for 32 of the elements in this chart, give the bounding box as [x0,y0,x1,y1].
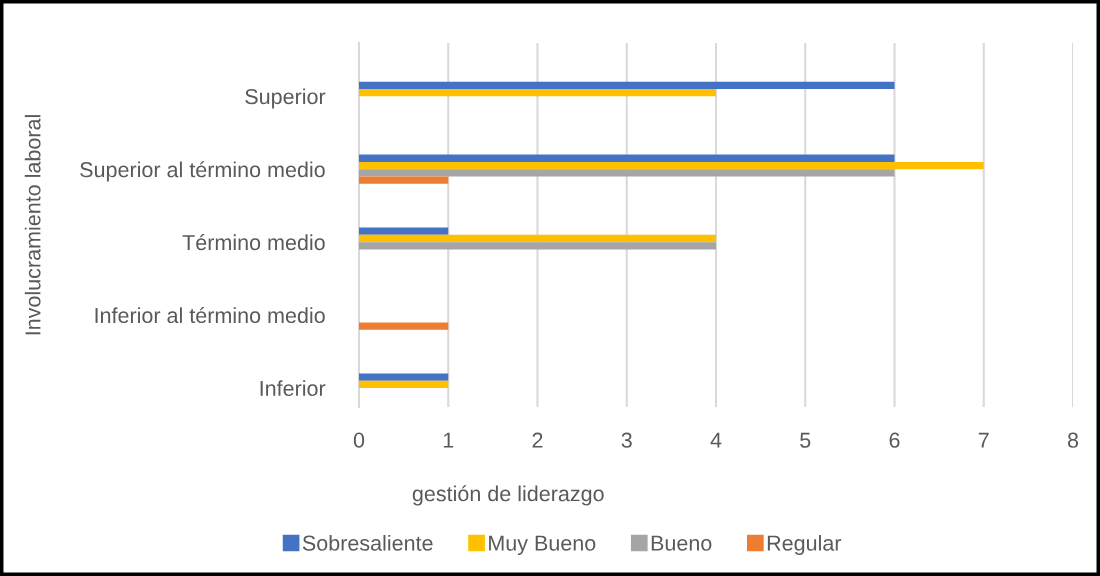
bar [359,169,895,177]
bar [359,227,449,235]
bar [359,234,716,243]
bar [359,322,449,330]
y-axis-title: Involucramiento laboral [24,115,41,335]
x-tick-label: 7 [978,432,989,448]
bar [359,176,449,184]
y-tick-label: Inferior al término medio [95,307,325,324]
bar [359,161,984,170]
bar [359,88,716,97]
x-axis-title: gestión de liderazgo [412,485,604,506]
x-tick-label: 5 [800,432,811,448]
bar [359,154,895,162]
y-tick-label: Inferior [260,380,326,397]
x-tick-label: 3 [621,432,632,448]
x-tick-label: 2 [532,432,543,448]
x-tick-label: 4 [710,432,722,448]
legend-label: Muy Bueno [489,535,596,556]
y-tick-label: Término medio [182,234,325,251]
bar [359,380,449,389]
bar [359,81,895,89]
legend-label: Regular [767,534,842,556]
bar [359,373,449,381]
legend-label: Bueno [651,535,712,551]
bar [359,242,716,250]
x-tick-label: 8 [1067,432,1079,448]
y-tick-label: Superior [245,88,326,109]
x-tick-label: 6 [889,432,900,448]
x-tick-label: 1 [443,432,454,448]
x-tick-label: 0 [353,432,365,448]
y-tick-label: Superior al término medio [80,161,325,182]
legend-label: Sobresaliente [302,534,433,551]
